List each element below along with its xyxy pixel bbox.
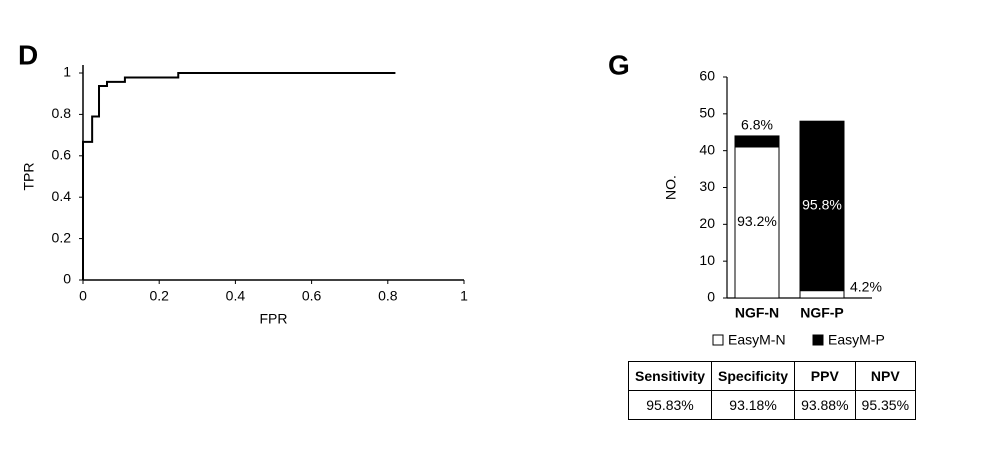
roc-curve [82, 72, 396, 280]
value-label: 93.2% [737, 213, 777, 229]
x-tick-label: 0.4 [226, 288, 246, 304]
header-cell: Specificity [711, 361, 796, 391]
y-axis-label: TPR [21, 163, 37, 191]
bar-segment [734, 146, 780, 299]
legend-label: EasyM-N [728, 332, 786, 348]
x-tick-label: 0 [79, 288, 87, 304]
table-cell: 95.83% [627, 390, 713, 420]
y-tick-label: 30 [699, 178, 715, 194]
y-tick-label: 50 [699, 105, 715, 121]
bar-segment [734, 135, 780, 148]
y-tick-label: 40 [699, 141, 715, 157]
table-cell: 95.35% [854, 390, 917, 420]
legend-swatch [812, 334, 824, 346]
panel-label: G [608, 49, 630, 80]
y-tick-label: 10 [699, 252, 715, 268]
value-label: 95.8% [802, 197, 842, 213]
metrics-table: Sensitivity Specificity PPV NPV 95.83% 9… [627, 361, 917, 420]
y-tick-label: 1 [63, 64, 71, 80]
bar-segment [799, 290, 845, 299]
x-tick-label: NGF-N [735, 305, 779, 321]
x-tick-label: NGF-P [800, 305, 844, 321]
y-tick-label: 0.8 [52, 105, 72, 121]
x-tick-label: 0.8 [378, 288, 398, 304]
y-tick-label: 60 [699, 68, 715, 84]
table-header: Sensitivity Specificity PPV NPV [627, 361, 917, 391]
header-cell: NPV [854, 361, 917, 391]
y-tick-label: 0.6 [52, 147, 72, 163]
x-tick-label: 0.6 [302, 288, 322, 304]
legend-swatch [712, 334, 724, 346]
y-tick-label: 0 [707, 289, 715, 305]
x-axis-label: FPR [260, 311, 288, 327]
header-cell: Sensitivity [627, 361, 713, 391]
legend-label: EasyM-P [828, 332, 885, 348]
y-tick-label: 20 [699, 215, 715, 231]
panel-label: D [18, 39, 38, 70]
y-tick-label: 0.4 [52, 188, 72, 204]
header-cell: PPV [794, 361, 856, 391]
y-axis-label: NO. [663, 175, 679, 200]
table-cell: 93.18% [711, 390, 796, 420]
y-tick-label: 0.2 [52, 229, 72, 245]
x-tick-label: 0.2 [149, 288, 169, 304]
y-tick-label: 0 [63, 271, 71, 287]
table-row: 95.83% 93.18% 93.88% 95.35% [627, 390, 917, 420]
table-cell: 93.88% [794, 390, 856, 420]
value-label: 6.8% [741, 117, 773, 133]
x-tick-label: 1 [460, 288, 468, 304]
value-label: 4.2% [850, 279, 882, 295]
bar-segment [799, 120, 845, 292]
